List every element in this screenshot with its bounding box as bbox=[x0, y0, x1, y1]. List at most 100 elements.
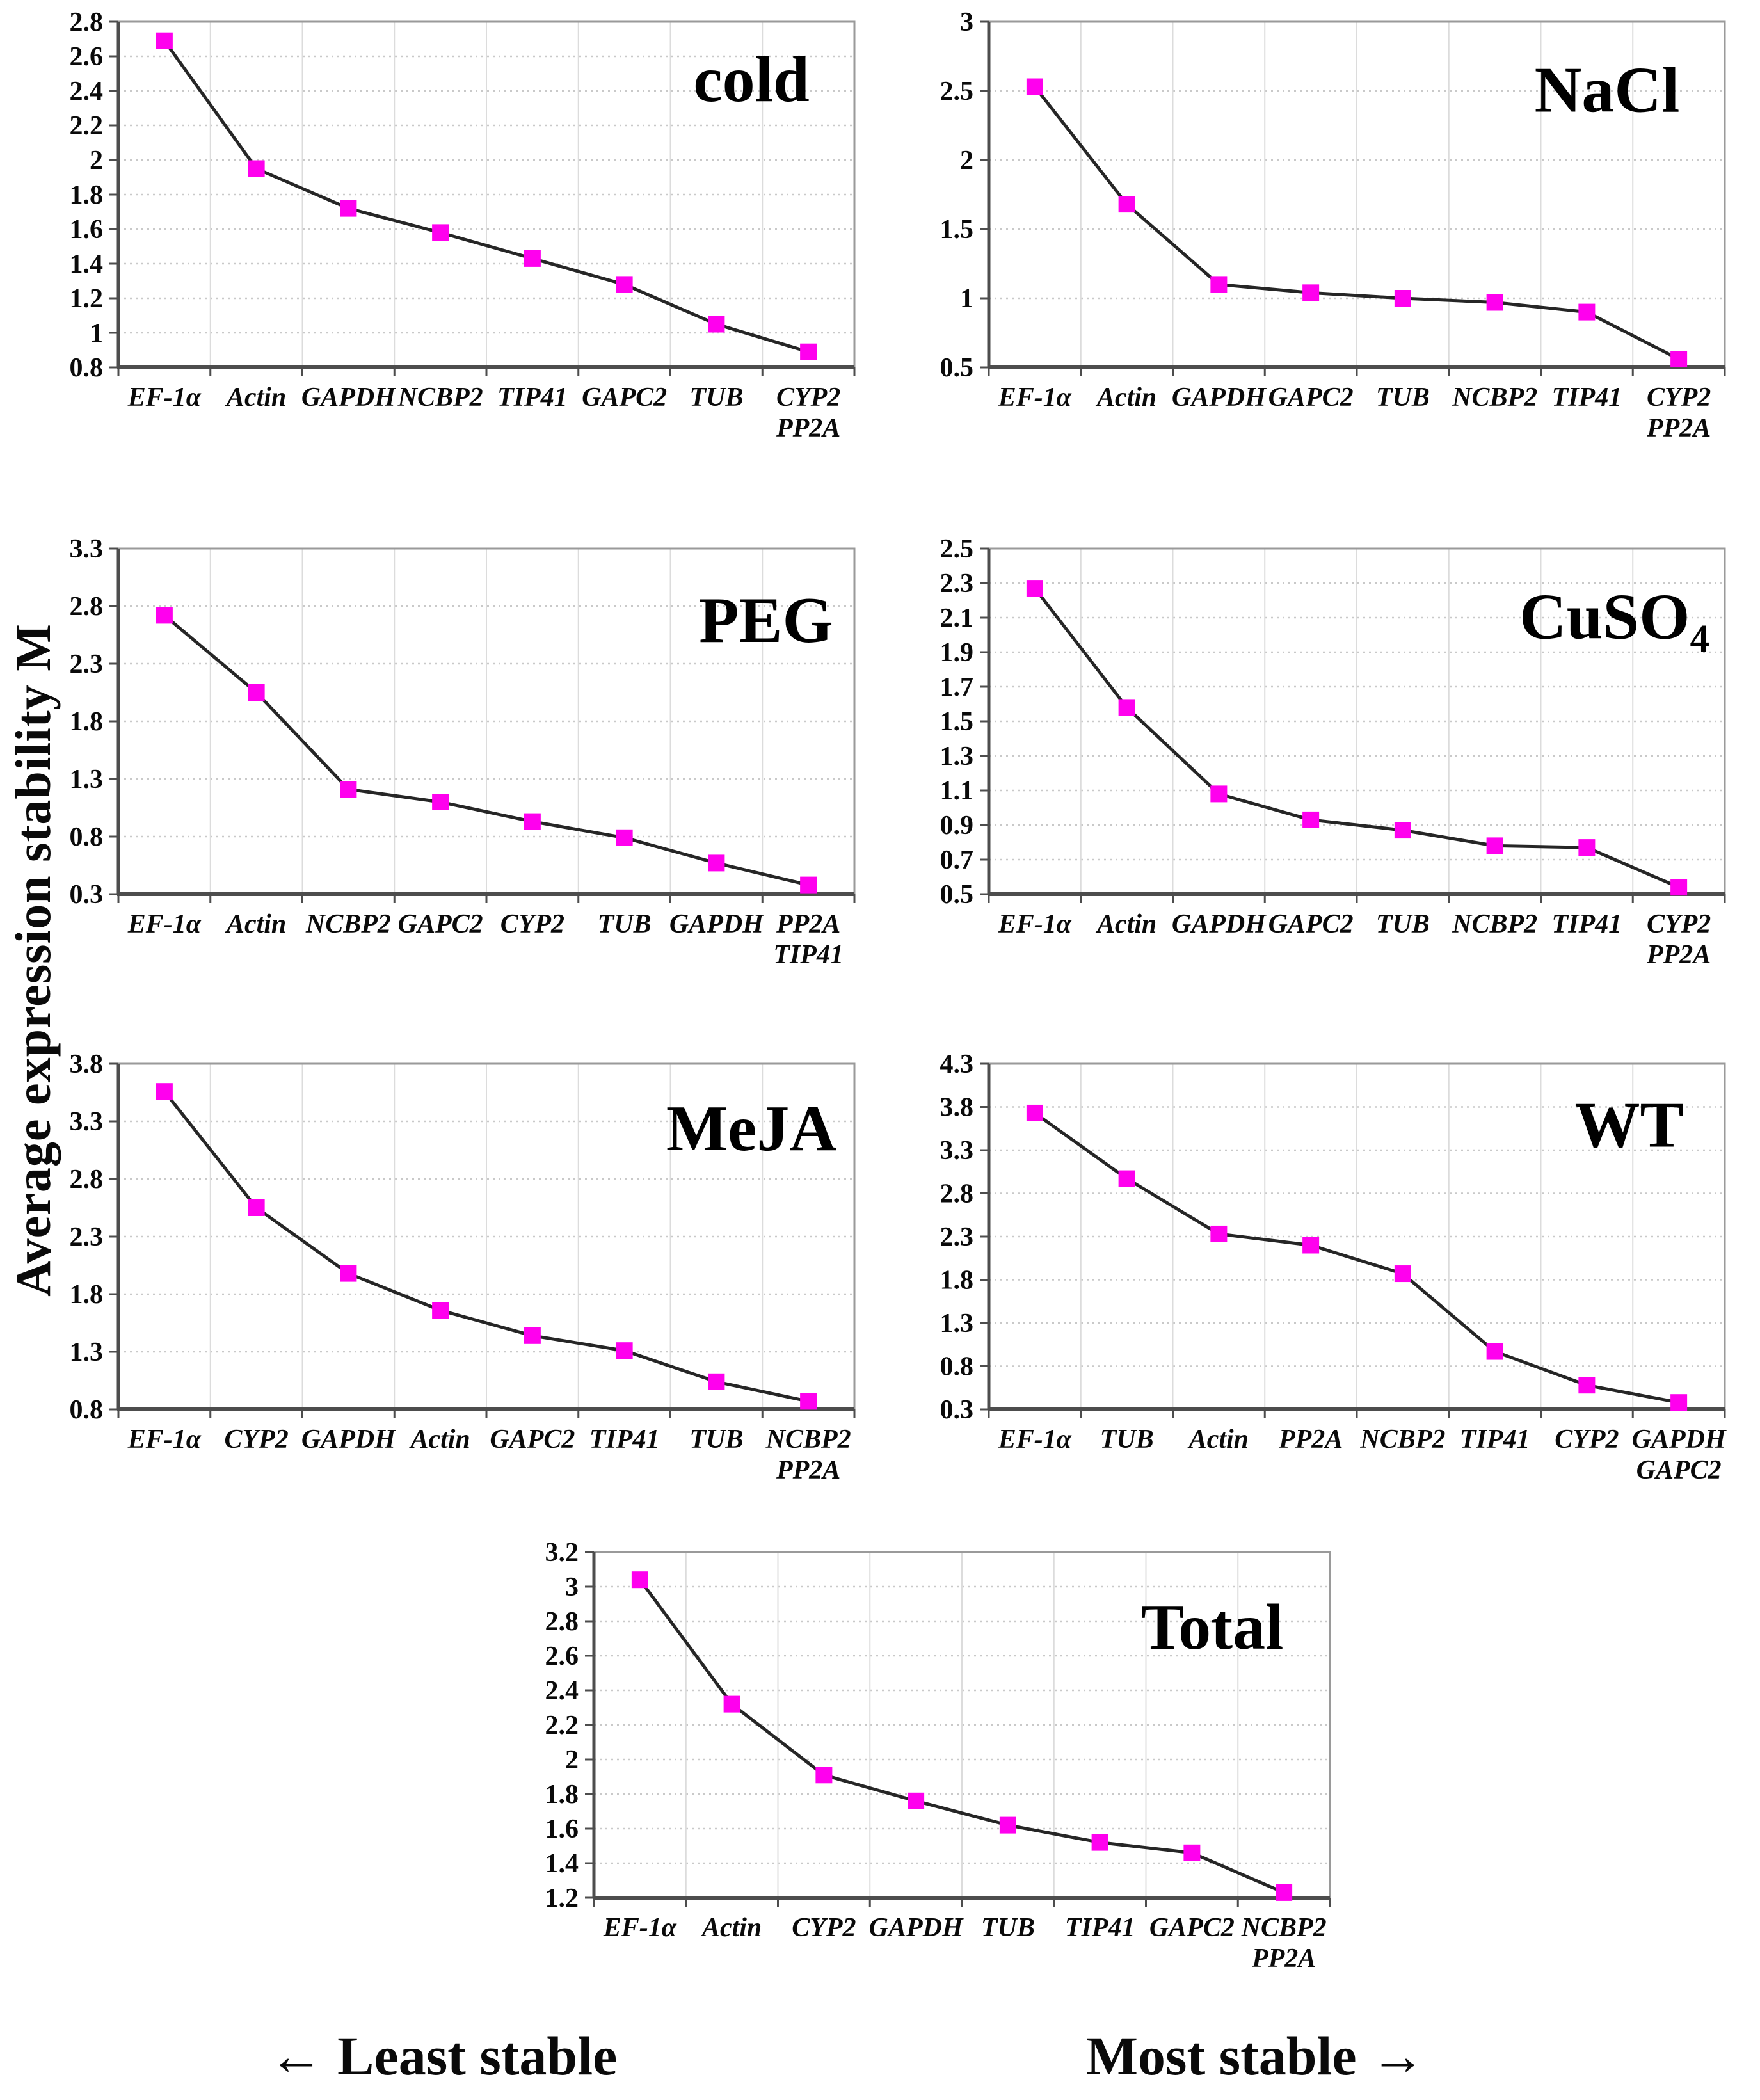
y-tick-label: 2.6 bbox=[545, 1642, 579, 1671]
chart-title: Total bbox=[1141, 1591, 1284, 1663]
y-tick-label: 1.7 bbox=[940, 673, 974, 702]
y-tick-label: 1.6 bbox=[545, 1815, 579, 1844]
data-point-marker bbox=[1302, 811, 1320, 828]
data-point-marker bbox=[616, 1342, 633, 1359]
data-point-marker bbox=[1210, 276, 1228, 293]
y-tick-label: 0.7 bbox=[940, 846, 974, 875]
data-point-marker bbox=[800, 876, 817, 894]
data-point-marker bbox=[432, 224, 449, 241]
y-tick-label: 1.4 bbox=[545, 1849, 579, 1879]
x-category-label: TIP41 bbox=[589, 1425, 660, 1454]
x-category-label: GAPC2 bbox=[1268, 910, 1354, 939]
y-tick-label: 0.8 bbox=[70, 1395, 104, 1425]
x-category-label: GAPC2 bbox=[582, 383, 667, 412]
data-point-marker bbox=[999, 1816, 1016, 1834]
y-tick-label: 3.3 bbox=[70, 534, 104, 564]
data-point-marker bbox=[1302, 1237, 1320, 1254]
data-point-marker bbox=[1486, 1343, 1503, 1360]
data-point-marker bbox=[340, 1265, 357, 1282]
y-tick-label: 1.3 bbox=[940, 1309, 974, 1338]
chart-nacl: 0.5 1 1.5 2 2.5 3 EF-1α Actin GAPDH GAPC2 TUB NCBP2… bbox=[912, 8, 1738, 460]
data-point-marker bbox=[1210, 785, 1228, 803]
x-category-label: Actin bbox=[700, 1913, 762, 1943]
x-category-label: TUB bbox=[598, 910, 652, 939]
data-point-marker bbox=[1670, 879, 1688, 896]
y-tick-label: 2.3 bbox=[70, 650, 104, 679]
x-category-label: CYP2 PP2A bbox=[776, 383, 840, 443]
x-category-label: Actin bbox=[225, 910, 286, 939]
y-tick-label: 3 bbox=[960, 8, 973, 37]
data-point-marker bbox=[1118, 699, 1135, 716]
chart-title: PEG bbox=[699, 584, 833, 657]
data-point-marker bbox=[1276, 1884, 1293, 1901]
x-category-label: NCBP2 bbox=[1452, 383, 1537, 412]
y-tick-label: 1 bbox=[960, 284, 973, 314]
series-line bbox=[1033, 85, 1680, 361]
y-tick-label: 2.2 bbox=[70, 111, 104, 141]
chart-cuso4: 0.5 0.7 0.9 1.1 1.3 1.5 1.7 1.9 2.1 2.3 2.5 EF-1α Ac… bbox=[912, 534, 1738, 986]
x-category-label: PP2A bbox=[1278, 1425, 1343, 1454]
y-tick-label: 1.8 bbox=[70, 707, 104, 737]
data-point-marker bbox=[1394, 1265, 1411, 1283]
data-point-marker bbox=[1118, 1170, 1135, 1187]
data-point-marker bbox=[616, 276, 633, 293]
y-tick-label: 2.2 bbox=[545, 1711, 579, 1740]
x-category-label: GAPC2 bbox=[1268, 383, 1354, 412]
data-point-marker bbox=[723, 1695, 740, 1713]
x-category-label: GAPC2 bbox=[1149, 1913, 1235, 1943]
y-tick-label: 0.3 bbox=[940, 1395, 974, 1425]
y-tick-label: 0.9 bbox=[940, 811, 974, 840]
y-tick-label: 0.8 bbox=[70, 822, 104, 852]
x-category-label: CYP2 PP2A bbox=[1646, 910, 1711, 970]
x-category-label: TUB bbox=[1376, 910, 1430, 939]
data-point-marker bbox=[1394, 290, 1411, 307]
data-point-marker bbox=[340, 200, 357, 217]
series-line bbox=[638, 1578, 1285, 1895]
data-point-marker bbox=[524, 250, 541, 267]
y-tick-label: 1.9 bbox=[940, 638, 974, 668]
data-point-marker bbox=[616, 829, 633, 846]
data-point-marker bbox=[1026, 580, 1043, 597]
y-tick-label: 2.8 bbox=[545, 1607, 579, 1637]
x-category-label: GAPDH bbox=[1172, 383, 1267, 412]
x-category-label: CYP2 bbox=[792, 1913, 856, 1943]
series-line bbox=[1034, 1111, 1679, 1404]
series-line bbox=[163, 40, 809, 354]
data-point-marker bbox=[631, 1571, 648, 1589]
y-tick-label: 2.6 bbox=[70, 42, 104, 72]
line-chart-svg: 1.2 1.4 1.6 1.8 2 2.2 2.4 2.6 2.8 3 3.2 EF-1α Actin C… bbox=[545, 1538, 1331, 1973]
y-tick-label: 2.8 bbox=[70, 1165, 104, 1194]
data-point-marker bbox=[1118, 196, 1135, 213]
data-point-marker bbox=[908, 1792, 925, 1809]
y-tick-label: 1.1 bbox=[940, 776, 974, 806]
data-point-marker bbox=[815, 1767, 833, 1784]
y-tick-label: 2 bbox=[90, 146, 103, 175]
x-category-label: GAPC2 bbox=[490, 1425, 575, 1454]
x-category-label: TUB bbox=[981, 1913, 1035, 1943]
data-point-marker bbox=[708, 854, 725, 872]
series-line bbox=[163, 1090, 809, 1403]
data-point-marker bbox=[248, 160, 265, 177]
y-tick-label: 0.8 bbox=[70, 353, 104, 383]
data-point-marker bbox=[156, 607, 173, 624]
x-category-label: TIP41 bbox=[1065, 1913, 1135, 1943]
chart-meja: 0.8 1.3 1.8 2.3 2.8 3.3 3.8 EF-1α CYP2 GAPDH Actin… bbox=[42, 1050, 867, 1502]
y-tick-label: 2.4 bbox=[545, 1676, 579, 1706]
y-tick-label: 1.5 bbox=[940, 215, 974, 244]
x-category-label: NCBP2 bbox=[1359, 1425, 1445, 1454]
chart-title: NaCl bbox=[1535, 54, 1680, 126]
x-category-label: Actin bbox=[225, 383, 286, 412]
y-tick-label: 2.5 bbox=[940, 77, 974, 106]
y-tick-label: 1.6 bbox=[70, 215, 104, 244]
x-category-label: NCBP2 bbox=[1452, 910, 1537, 939]
x-category-label: GAPDH bbox=[869, 1913, 964, 1943]
y-tick-label: 3.3 bbox=[940, 1136, 974, 1166]
chart-peg: 0.3 0.8 1.3 1.8 2.3 2.8 3.3 EF-1α Actin NCBP2 GAPC… bbox=[42, 534, 867, 986]
x-category-label: EF-1α bbox=[603, 1913, 677, 1943]
series-line bbox=[1033, 587, 1680, 889]
y-tick-label: 1.3 bbox=[70, 1338, 104, 1367]
line-chart-svg: 0.8 1 1.2 1.4 1.6 1.8 2 2.2 2.4 2.6 2.8 EF-1α Actin G… bbox=[70, 8, 856, 443]
data-point-marker bbox=[524, 1327, 541, 1344]
data-point-marker bbox=[1486, 294, 1503, 311]
data-point-marker bbox=[1578, 839, 1596, 856]
